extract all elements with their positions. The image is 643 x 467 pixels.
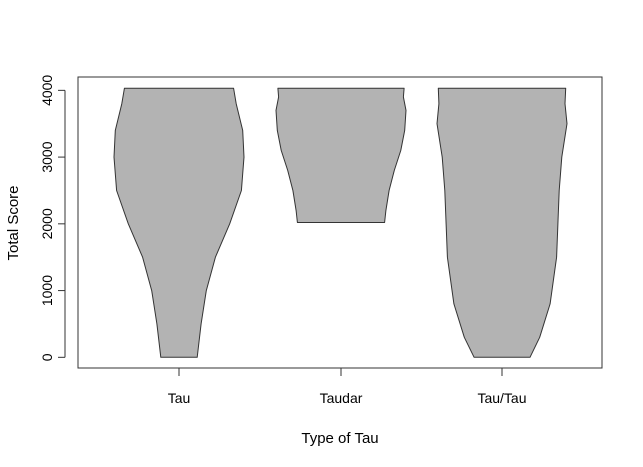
x-tick-label: Taudar [320,390,363,406]
y-axis-title: Total Score [5,185,22,260]
x-axis: Tau Taudar Tau/Tau [168,367,527,406]
violin-tau [113,87,245,358]
violin-series [113,87,568,358]
y-tick-label: 3000 [39,141,55,172]
x-tick-label: Tau [168,390,191,406]
violin-tau-tau [436,87,568,358]
y-tick-label: 4000 [39,75,55,106]
x-axis-title: Type of Tau [301,430,378,447]
y-tick-label: 1000 [39,275,55,306]
y-axis: 0 1000 2000 3000 4000 [39,75,66,361]
y-tick-label: 2000 [39,208,55,239]
x-tick-label: Tau/Tau [477,390,526,406]
y-tick-label: 0 [39,353,55,361]
violin-taudar [275,87,407,223]
